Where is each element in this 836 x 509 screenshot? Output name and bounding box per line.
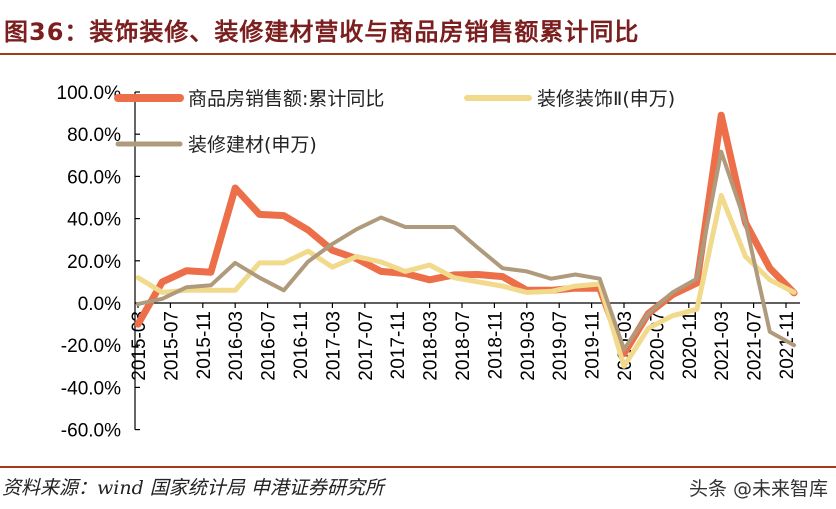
- figure-title: 图36：装饰装修、装修建材营收与商品房销售额累计同比: [4, 18, 640, 46]
- y-tick-label: 100.0%: [57, 83, 122, 104]
- x-tick-label: 2019-03: [518, 311, 539, 381]
- y-tick-label: 80.0%: [67, 125, 121, 146]
- y-tick-label: 60.0%: [67, 167, 121, 188]
- x-tick-label: 2016-11: [291, 311, 312, 379]
- watermark: 头条 @未来智库: [688, 478, 828, 500]
- x-tick-label: 2021-11: [777, 311, 798, 379]
- y-tick-label: -40.0%: [61, 378, 121, 399]
- y-tick-label: 40.0%: [67, 210, 121, 231]
- legend-label: 装修建材(申万): [188, 134, 317, 156]
- x-tick-label: 2015-11: [194, 311, 215, 379]
- series-line-3: [136, 149, 797, 352]
- series-line-1: [134, 111, 798, 358]
- series-lines: [134, 111, 798, 369]
- footer-divider: [0, 466, 836, 468]
- x-tick-label: 2015-07: [161, 311, 182, 381]
- legend: 商品房销售额:累计同比 装修装饰Ⅱ(申万) 装修建材(申万): [114, 88, 675, 156]
- x-tick-label: 2017-07: [356, 311, 377, 381]
- x-tick-label: 2019-07: [550, 311, 571, 381]
- y-tick-label: -20.0%: [61, 336, 121, 357]
- y-tick-label: 20.0%: [67, 252, 121, 273]
- x-tick-label: 2018-07: [453, 311, 474, 381]
- y-tick-label: -60.0%: [61, 421, 121, 442]
- x-tick-label: 2016-07: [259, 311, 280, 381]
- series-line-2: [135, 192, 797, 369]
- x-tick-label: 2016-03: [226, 311, 247, 381]
- x-tick-label: 2021-03: [712, 311, 733, 381]
- legend-label: 商品房销售额:累计同比: [188, 88, 384, 110]
- x-tick-label: 2015-03: [129, 311, 150, 381]
- y-tick-label: 0.0%: [78, 294, 121, 315]
- x-tick-label: 2021-07: [745, 311, 766, 381]
- x-tick-label: 2018-11: [485, 311, 506, 379]
- x-tick-label: 2019-11: [583, 311, 604, 379]
- legend-label: 装修装饰Ⅱ(申万): [537, 88, 675, 110]
- title-divider: [0, 53, 836, 55]
- x-tick-label: 2018-03: [421, 311, 442, 381]
- x-tick-label: 2020-11: [680, 311, 701, 379]
- source-note: 资料来源：wind 国家统计局 申港证券研究所: [2, 477, 384, 499]
- x-tick-label: 2017-03: [323, 311, 344, 381]
- x-tick-label: 2017-11: [388, 311, 409, 379]
- axes: 100.0% 80.0% 60.0% 40.0% 20.0% 0.0% -20.0% -40.…: [57, 83, 800, 442]
